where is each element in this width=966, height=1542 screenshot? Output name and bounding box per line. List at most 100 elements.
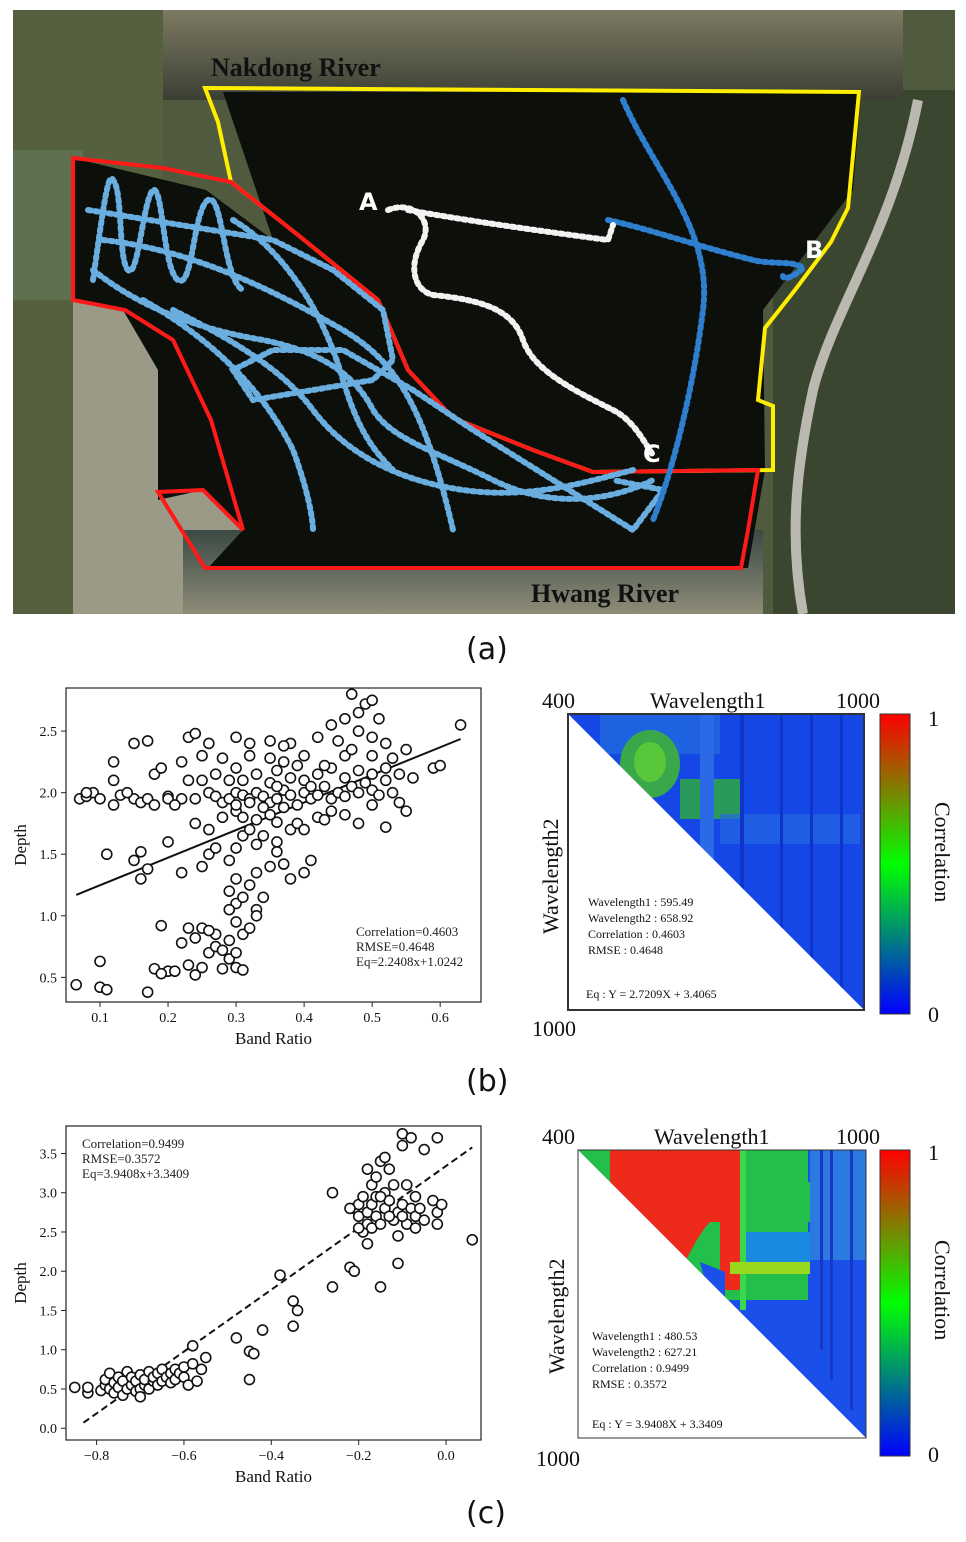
heatmap-c-equation: Eq : Y = 3.9408X + 3.3409 [592,1417,723,1431]
data-point [284,789,297,801]
colorbar-b-max: 1 [928,706,939,731]
data-point [400,805,412,817]
heatmap-b-info-3: Correlation : 0.4603 [588,927,685,941]
data-point [318,813,331,826]
data-point [243,1373,256,1386]
data-point [189,817,202,830]
heatmap-c-ylabel: Wavelength2 [544,1258,569,1374]
data-point [82,1381,94,1394]
river-map: Nakdong River Hwang River A B C [13,10,955,615]
heatmap-b-white-area [568,714,864,1010]
data-point [379,762,392,774]
data-point [250,838,263,851]
data-point [434,759,446,772]
data-point [257,801,270,814]
data-point [352,817,365,830]
heatmap-b-info-1: Wavelength1 : 595.49 [588,895,693,909]
data-point [155,762,168,774]
survey-tracks-dark-blue [605,97,808,523]
data-point [405,1131,417,1144]
data-point [392,1230,404,1242]
data-point [175,756,188,768]
colorbar-b-min: 0 [928,1002,939,1027]
y-tick-label: 1.0 [40,1344,58,1359]
data-point [250,813,263,826]
data-point [379,1151,391,1164]
data-point [366,768,378,780]
scatter-chart-b: 0.1 0.2 0.3 0.4 0.5 0.6 0.5 1.0 1.5 2.0 2.5 Band Ra… [11,687,482,1048]
road-right [790,99,923,615]
data-point [374,1218,387,1230]
x-tick-label: 0.6 [431,1011,449,1026]
data-point [162,836,174,848]
data-point [196,860,208,873]
data-point [189,793,202,805]
data-point [271,793,283,805]
data-point [203,924,215,937]
data-point [250,866,263,879]
data-point [284,772,297,784]
data-point [383,1210,396,1223]
heatmap-c-top-left: 400 [542,1124,575,1149]
data-point [80,786,93,799]
data-point [291,799,304,811]
heatmap-b-equation: Eq : Y = 2.7209X + 3.4065 [586,987,717,1001]
stats-annotation: RMSE=0.4648 [356,939,434,954]
data-point [195,1363,208,1376]
data-point [101,848,113,861]
data-point [392,1257,404,1270]
data-point [243,796,256,809]
stats-annotation: Eq=3.9408x+3.3409 [82,1166,189,1181]
data-point [237,964,249,976]
data-point [325,719,338,731]
data-point [256,1324,269,1336]
data-point [379,737,392,750]
data-point [393,796,406,809]
data-point [223,885,236,897]
data-point [196,749,208,762]
heatmap-b-xlabel: Wavelength1 [650,688,766,713]
data-point [243,922,256,934]
data-point [223,854,236,867]
river-label-bottom: Hwang River [531,579,679,608]
x-tick-label: 0.0 [437,1449,455,1464]
data-point [107,799,120,811]
data-point [121,786,134,799]
heatmap-b-top-right: 1000 [836,688,880,713]
colorbar-c-max: 1 [928,1140,939,1165]
heatmap-c-info-4: RMSE : 0.3572 [592,1377,667,1391]
data-point [339,772,351,784]
data-point [191,1375,203,1387]
data-point [418,1214,431,1226]
data-point [357,1190,369,1203]
data-point [237,774,249,787]
heatmap-b-top-left: 400 [542,688,575,713]
data-point [257,891,270,904]
data-point [409,1222,422,1234]
data-point [216,962,229,975]
data-point [298,866,310,879]
data-point [209,768,222,780]
data-point [277,756,290,768]
data-point [370,1171,382,1183]
stats-annotation: RMSE=0.3572 [82,1151,160,1166]
data-point [250,768,263,780]
data-point [264,735,276,747]
data-point [431,1131,444,1144]
heatmap-b-info-4: RMSE : 0.4648 [588,943,663,957]
data-point [454,719,467,731]
data-point [393,768,406,780]
data-point [352,725,365,737]
data-point [264,809,276,821]
heatmap-c-panel: 400 1000 Wavelength1 1000 Wavelength2 Wa… [530,1122,955,1472]
river-label-top: Nakdong River [211,53,381,82]
y-axis-label: Depth [11,824,30,866]
data-point [230,842,242,854]
data-point [189,932,202,944]
data-point [101,983,113,996]
heatmap-c-info-3: Correlation : 0.9499 [592,1361,689,1375]
data-point [257,829,270,842]
data-point [414,1202,426,1215]
data-point [264,860,276,873]
data-point [274,1269,286,1281]
